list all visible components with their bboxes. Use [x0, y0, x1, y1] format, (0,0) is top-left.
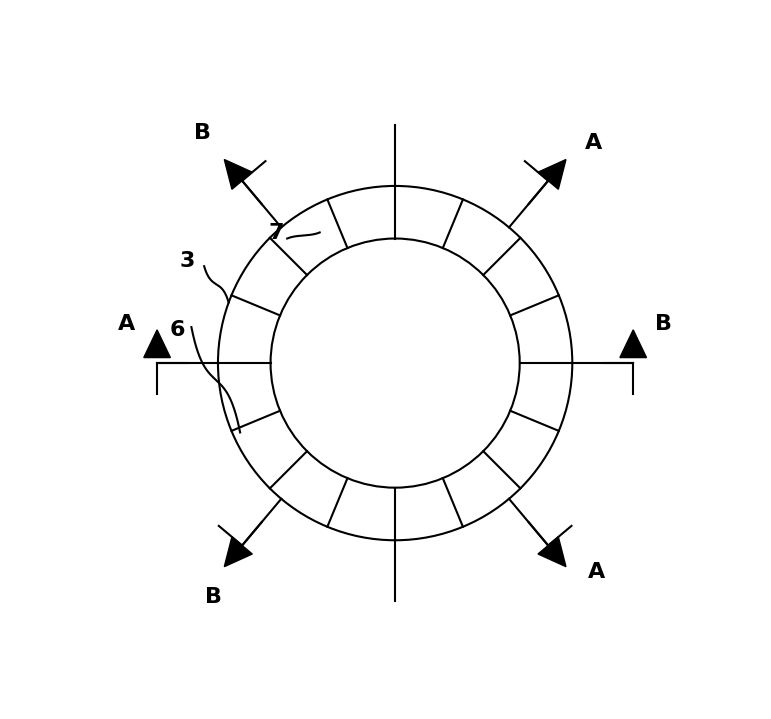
Polygon shape [538, 537, 566, 567]
Text: B: B [194, 123, 210, 143]
Polygon shape [538, 160, 566, 189]
Text: B: B [655, 314, 672, 334]
Text: 6: 6 [170, 320, 185, 340]
Polygon shape [224, 537, 252, 567]
Text: 3: 3 [180, 251, 195, 270]
Polygon shape [224, 160, 252, 189]
Polygon shape [620, 330, 647, 357]
Polygon shape [143, 330, 170, 357]
Text: B: B [205, 587, 222, 607]
Text: A: A [585, 133, 602, 153]
Text: 7: 7 [268, 223, 284, 243]
Text: A: A [118, 314, 135, 334]
Text: A: A [588, 562, 605, 582]
